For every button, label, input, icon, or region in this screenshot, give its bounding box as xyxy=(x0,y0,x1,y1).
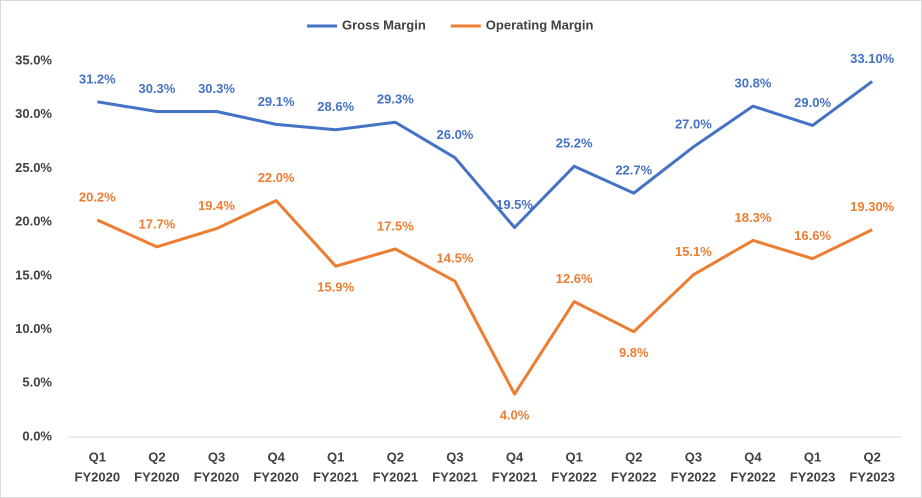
legend-label: Gross Margin xyxy=(342,17,426,32)
data-label: 31.2% xyxy=(79,71,116,86)
x-tick-label: FY2023 xyxy=(849,469,895,484)
y-tick-label: 25.0% xyxy=(15,160,52,175)
data-label: 26.0% xyxy=(437,127,474,142)
x-tick-label: FY2022 xyxy=(611,469,657,484)
x-tick-label: FY2021 xyxy=(432,469,478,484)
x-tick-label: Q3 xyxy=(685,449,702,464)
x-tick-label: FY2020 xyxy=(253,469,299,484)
x-tick-label: FY2022 xyxy=(551,469,597,484)
x-tick-label: Q3 xyxy=(208,449,225,464)
data-label: 12.6% xyxy=(556,271,593,286)
data-label: 30.8% xyxy=(735,76,772,91)
data-label: 17.5% xyxy=(377,218,414,233)
x-tick-label: Q4 xyxy=(267,449,285,464)
x-tick-label: Q4 xyxy=(744,449,762,464)
line xyxy=(96,199,873,396)
x-tick-label: Q1 xyxy=(327,449,344,464)
y-tick-label: 0.0% xyxy=(22,428,52,443)
x-tick-label: FY2022 xyxy=(730,469,776,484)
legend-label: Operating Margin xyxy=(486,17,594,32)
x-tick-label: Q1 xyxy=(89,449,106,464)
data-label: 30.3% xyxy=(138,81,175,96)
data-label: 15.1% xyxy=(675,244,712,259)
x-tick-label: FY2022 xyxy=(671,469,717,484)
y-tick-label: 5.0% xyxy=(22,375,52,390)
data-label: 25.2% xyxy=(556,136,593,151)
y-tick-label: 30.0% xyxy=(15,106,52,121)
x-tick-label: FY2021 xyxy=(492,469,538,484)
x-tick-label: FY2021 xyxy=(313,469,359,484)
x-tick-label: FY2023 xyxy=(790,469,836,484)
x-tick-label: FY2021 xyxy=(373,469,419,484)
x-tick-label: FY2020 xyxy=(75,469,121,484)
data-label: 30.3% xyxy=(198,81,235,96)
data-label: 9.8% xyxy=(619,345,649,360)
data-label: 17.7% xyxy=(138,216,175,231)
x-tick-label: Q2 xyxy=(387,449,404,464)
data-label: 28.6% xyxy=(317,99,354,114)
x-tick-label: Q2 xyxy=(864,449,881,464)
data-label: 18.3% xyxy=(735,210,772,225)
x-tick-label: Q2 xyxy=(148,449,165,464)
data-label: 29.1% xyxy=(258,94,295,109)
data-label: 4.0% xyxy=(500,407,530,422)
data-label: 22.0% xyxy=(258,170,295,185)
x-tick-label: Q1 xyxy=(565,449,582,464)
data-label: 16.6% xyxy=(794,228,831,243)
data-label: 27.0% xyxy=(675,116,712,131)
data-label: 14.5% xyxy=(437,251,474,266)
data-label: 29.0% xyxy=(794,95,831,110)
data-label: 19.5% xyxy=(496,197,533,212)
x-tick-label: Q4 xyxy=(506,449,524,464)
data-label: 15.9% xyxy=(317,280,354,295)
line xyxy=(97,80,874,230)
x-tick-label: FY2020 xyxy=(134,469,180,484)
x-tick-label: Q3 xyxy=(446,449,463,464)
y-tick-label: 10.0% xyxy=(15,321,52,336)
data-label: 29.3% xyxy=(377,92,414,107)
x-tick-label: Q2 xyxy=(625,449,642,464)
y-tick-label: 35.0% xyxy=(15,52,52,67)
data-label: 19.4% xyxy=(198,198,235,213)
y-tick-label: 15.0% xyxy=(15,267,52,282)
data-label: 19.30% xyxy=(850,199,895,214)
x-tick-label: FY2020 xyxy=(194,469,240,484)
data-label: 20.2% xyxy=(79,189,116,204)
data-label: 22.7% xyxy=(615,163,652,178)
data-label: 33.10% xyxy=(850,51,895,66)
x-tick-label: Q1 xyxy=(804,449,821,464)
y-tick-label: 20.0% xyxy=(15,214,52,229)
